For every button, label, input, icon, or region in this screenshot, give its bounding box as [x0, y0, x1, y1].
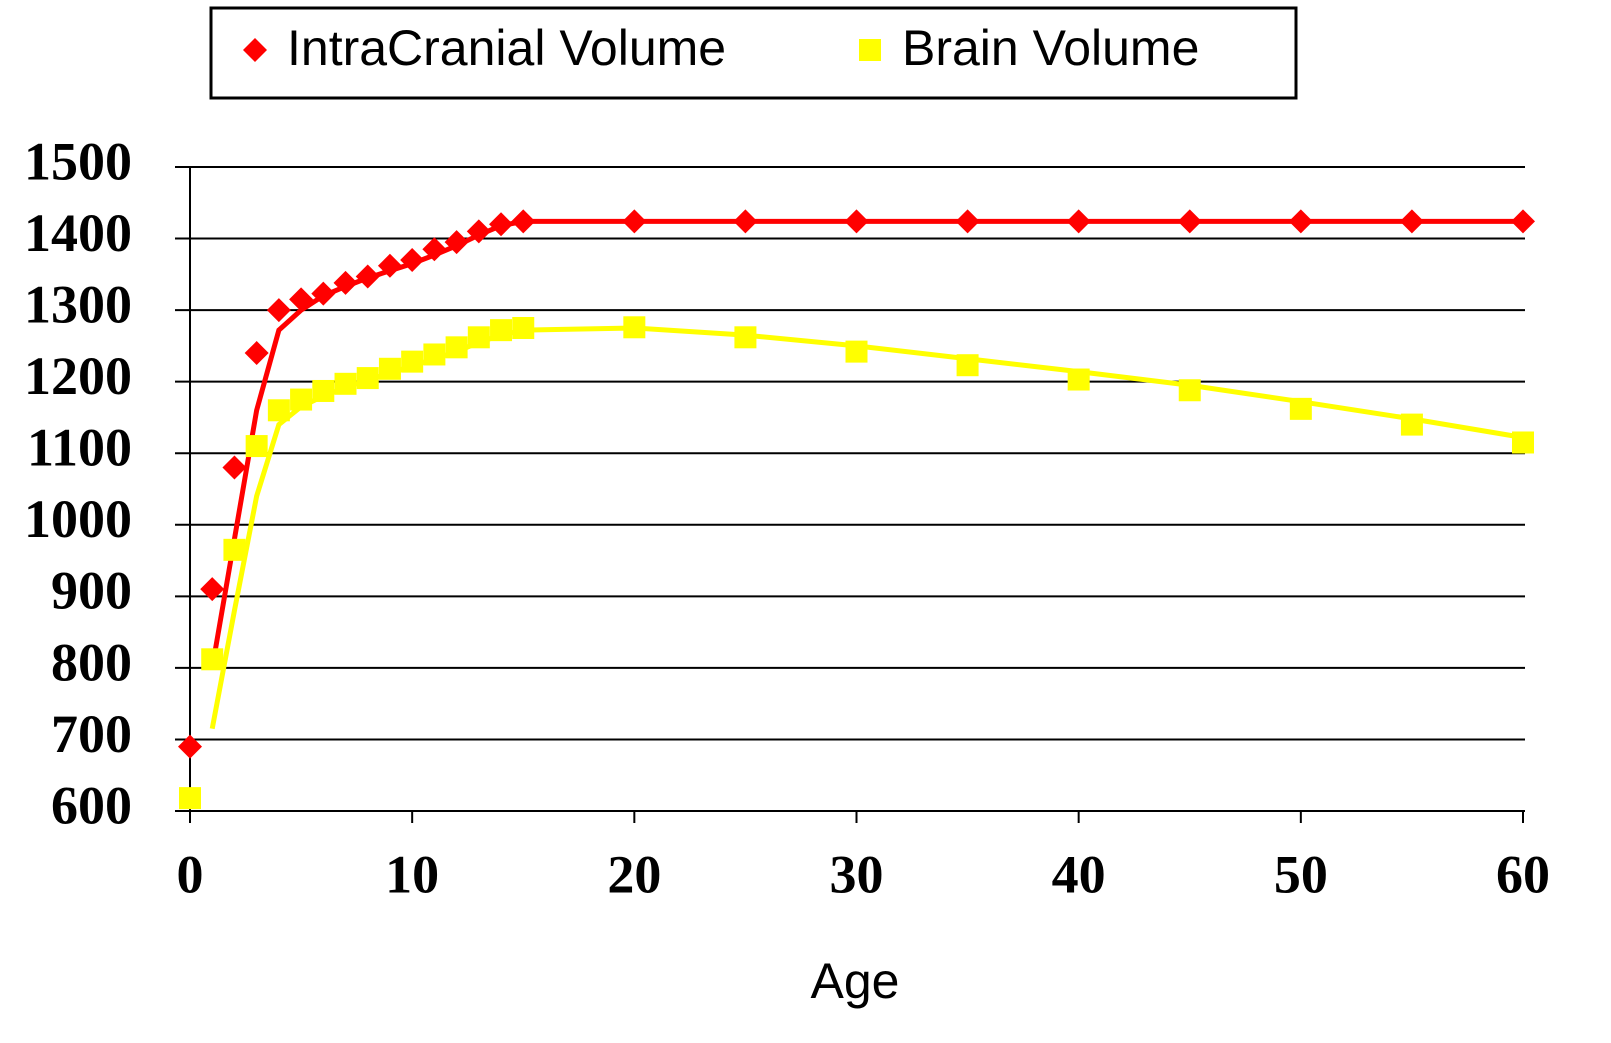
data-point: [1400, 413, 1423, 436]
legend-marker: [243, 38, 267, 62]
x-tick-label: 40: [1052, 844, 1106, 904]
data-point: [244, 341, 269, 366]
data-point: [1399, 209, 1424, 234]
y-tick-label: 800: [51, 632, 132, 692]
data-point: [1067, 368, 1090, 391]
y-tick-label: 1200: [24, 346, 132, 406]
data-point: [1066, 209, 1091, 234]
data-point: [512, 317, 535, 339]
y-tick-label: 1000: [24, 489, 132, 549]
data-point: [311, 281, 336, 306]
data-point: [333, 270, 358, 295]
x-tick-label: 60: [1496, 844, 1550, 904]
x-tick-label: 0: [177, 844, 204, 904]
y-tick-label: 1100: [27, 418, 132, 478]
data-point: [289, 287, 314, 312]
data-point: [1178, 379, 1201, 402]
data-point: [1288, 209, 1313, 234]
data-point: [956, 354, 979, 377]
data-point: [267, 399, 290, 422]
data-point: [377, 253, 402, 278]
y-tick-label: 700: [51, 704, 132, 764]
data-point: [266, 298, 291, 323]
y-tick-label: 1400: [24, 203, 132, 263]
data-point: [1289, 397, 1312, 420]
data-point: [355, 264, 380, 289]
y-tick-label: 1300: [24, 275, 132, 335]
data-point: [423, 343, 446, 366]
legend-box: [209, 6, 1298, 100]
data-point: [844, 209, 869, 234]
x-tick-label: 30: [830, 844, 884, 904]
data-point: [179, 787, 201, 810]
data-point: [955, 209, 980, 234]
legend-label: Brain Volume: [902, 20, 1199, 76]
data-point: [444, 230, 469, 255]
data-point: [467, 326, 490, 349]
data-point: [312, 379, 335, 402]
data-point: [378, 357, 401, 380]
fit-line: [209, 218, 1523, 669]
data-point: [201, 648, 224, 671]
data-point: [1512, 431, 1534, 454]
data-point: [489, 212, 514, 237]
data-point: [422, 237, 447, 262]
data-point: [400, 248, 425, 273]
data-point: [1511, 209, 1535, 234]
y-tick-label: 1500: [24, 131, 132, 191]
data-point: [223, 538, 246, 561]
data-point: [178, 734, 202, 759]
data-point: [334, 372, 357, 395]
data-point: [356, 367, 379, 390]
legend-label: IntraCranial Volume: [287, 20, 726, 76]
x-tick-label: 10: [385, 844, 439, 904]
x-tick-label: 50: [1274, 844, 1328, 904]
legend-marker: [859, 39, 881, 61]
data-point: [622, 209, 647, 234]
x-axis-label: Age: [811, 953, 900, 1009]
data-point: [1177, 209, 1202, 234]
data-point: [623, 316, 646, 339]
data-point: [222, 455, 247, 480]
data-point: [734, 326, 757, 349]
data-point: [445, 336, 468, 359]
y-tick-label: 600: [51, 775, 132, 835]
data-point: [401, 350, 424, 373]
data-point: [200, 577, 225, 602]
data-point: [245, 435, 268, 458]
x-tick-label: 20: [607, 844, 661, 904]
y-tick-label: 900: [51, 561, 132, 621]
data-point: [733, 209, 758, 234]
data-point: [845, 340, 868, 363]
data-point: [466, 219, 491, 244]
data-point: [290, 388, 313, 411]
data-point: [490, 319, 513, 342]
data-point: [511, 209, 536, 234]
